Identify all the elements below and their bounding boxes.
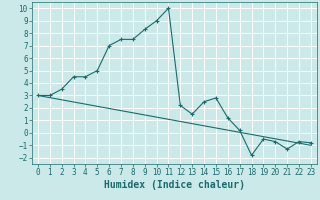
X-axis label: Humidex (Indice chaleur): Humidex (Indice chaleur) [104, 180, 245, 190]
